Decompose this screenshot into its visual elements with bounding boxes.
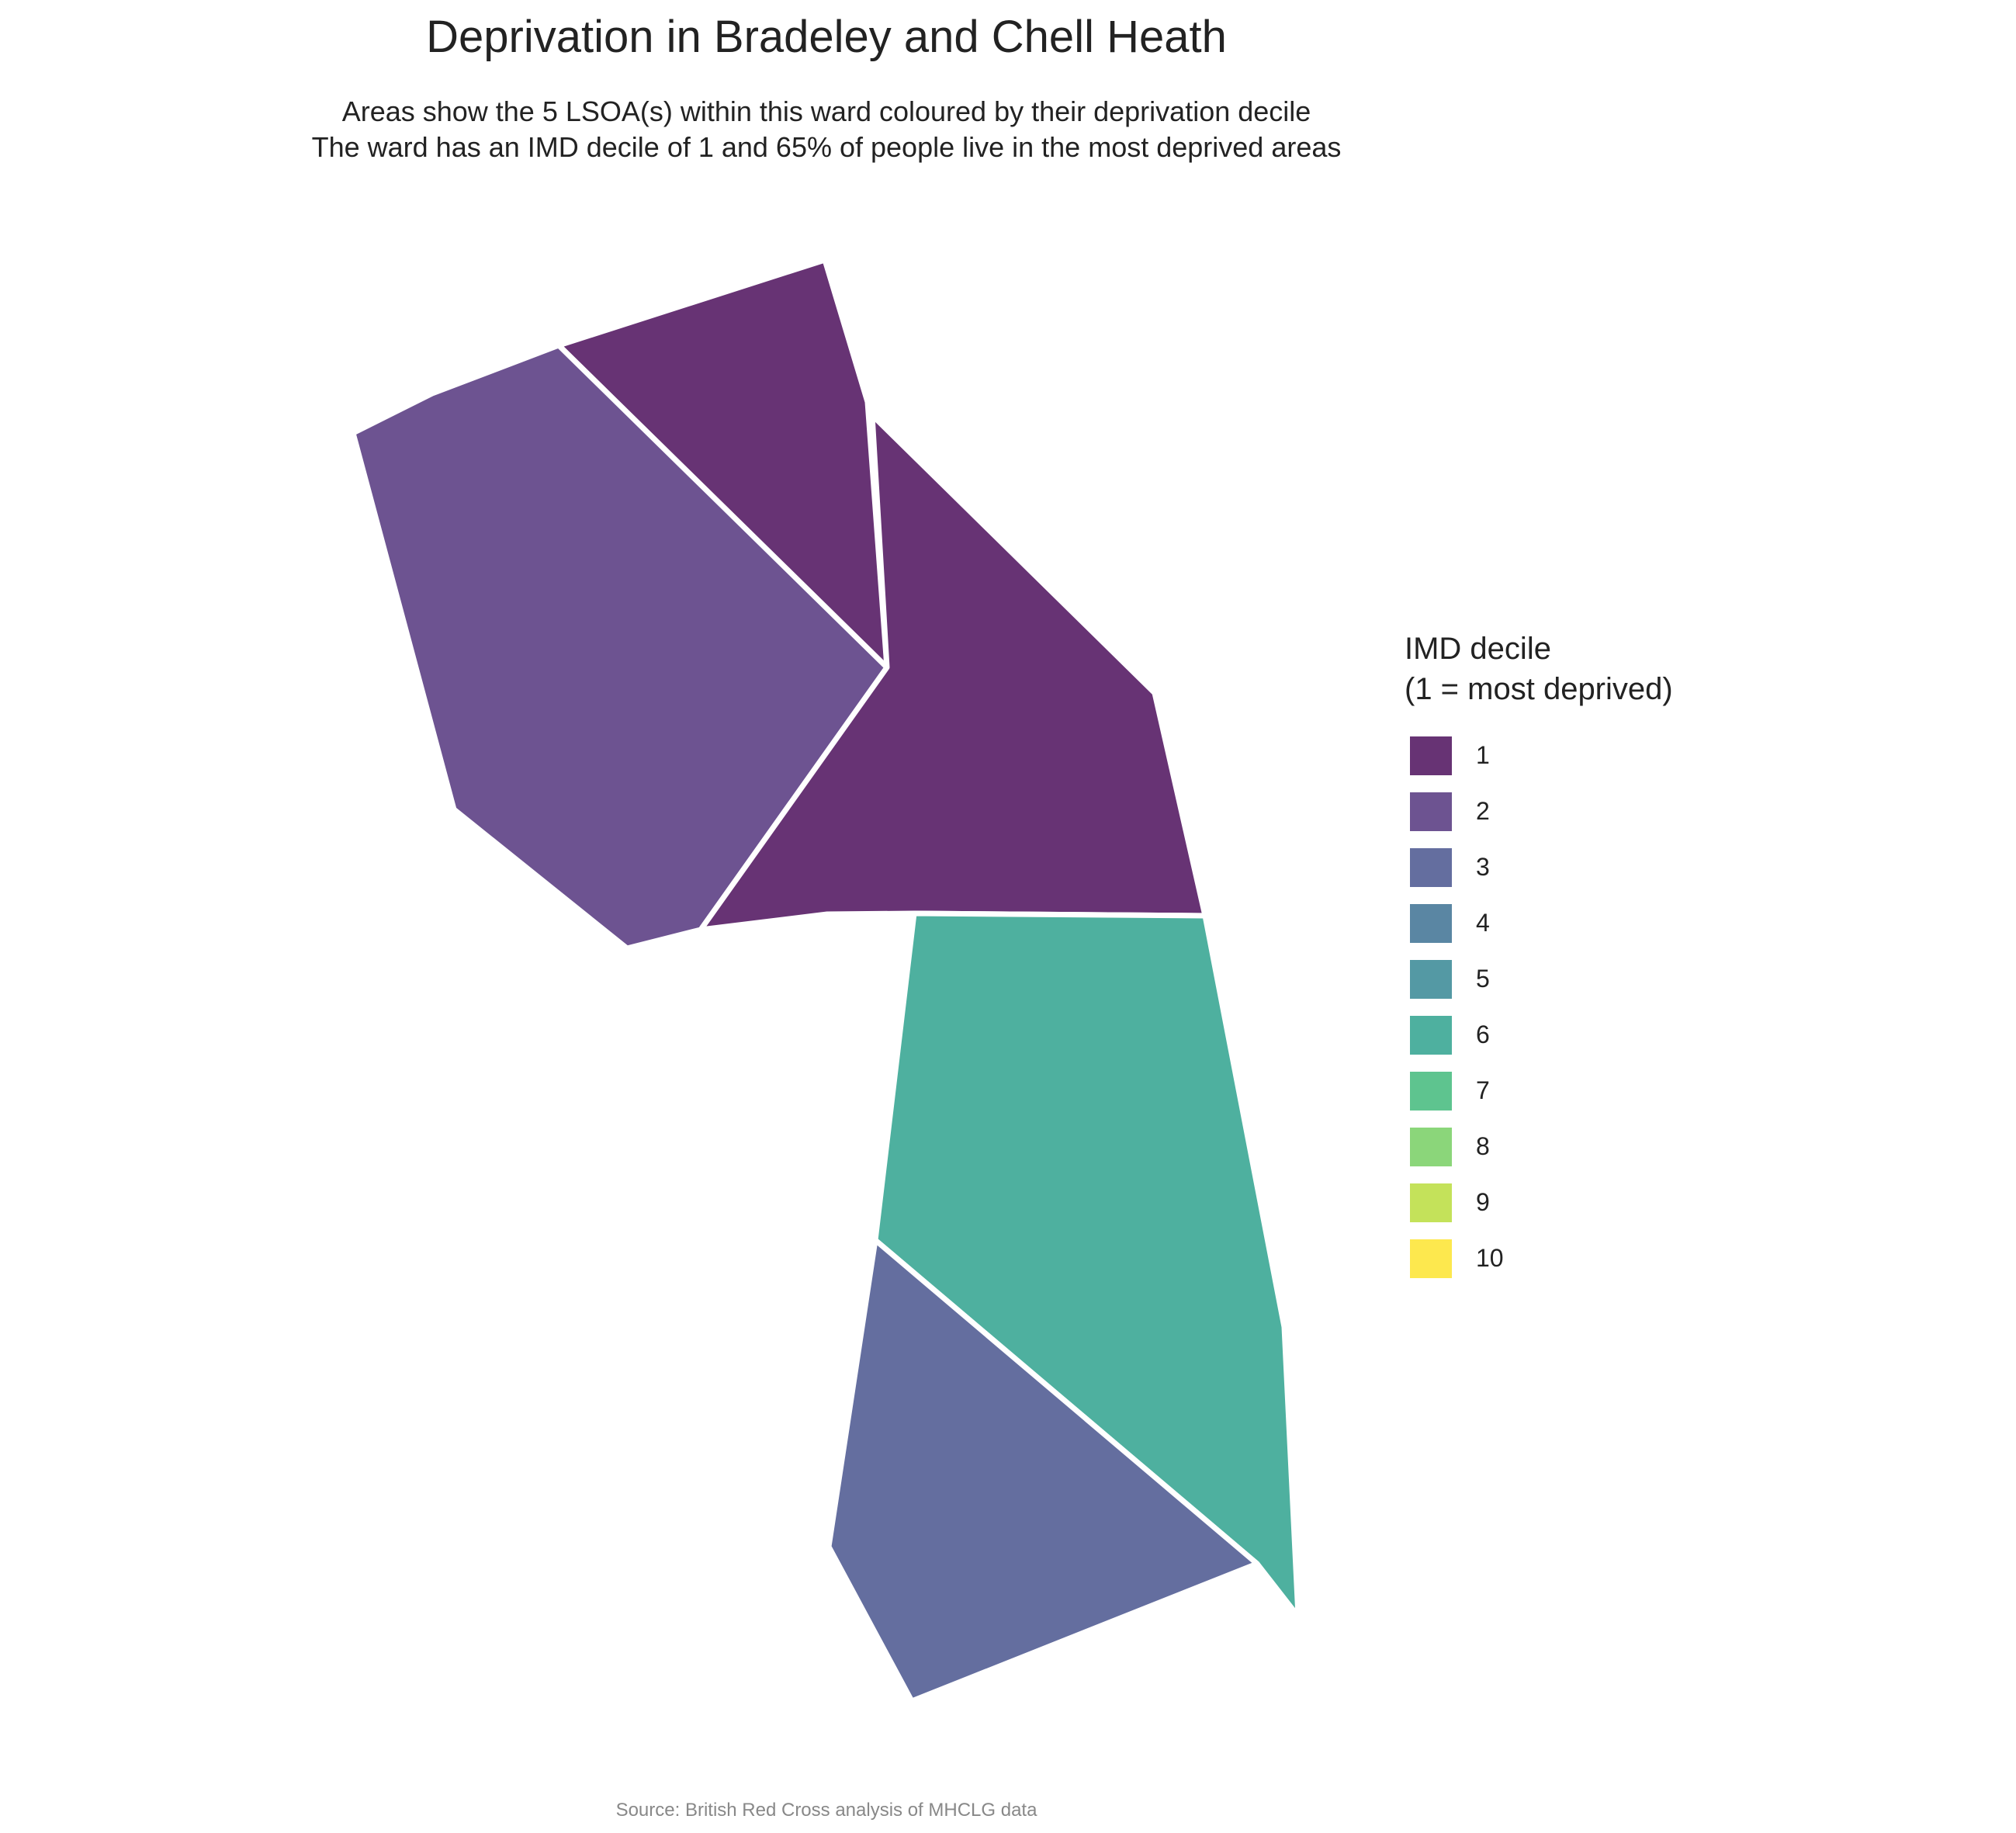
legend-label: 9: [1476, 1188, 1490, 1216]
legend-title-line-1: IMD decile: [1405, 632, 1551, 666]
chart-subtitle-line-2: The ward has an IMD decile of 1 and 65% …: [311, 131, 1342, 163]
chart-title: Deprivation in Bradeley and Chell Heath: [426, 12, 1227, 62]
legend-swatch: [1410, 1239, 1452, 1278]
legend-label: 5: [1476, 965, 1490, 993]
legend-label: 6: [1476, 1020, 1490, 1048]
legend-label: 2: [1476, 797, 1490, 825]
legend-item: 4: [1410, 903, 1643, 946]
lsoa-central[interactable]: [698, 412, 1208, 933]
legend-swatch: [1410, 904, 1452, 943]
source-caption: Source: British Red Cross analysis of MH…: [615, 1800, 1037, 1821]
legend-swatch: [1410, 1128, 1452, 1166]
legend-item: 10: [1410, 1238, 1643, 1281]
lsoa-south[interactable]: [826, 1237, 1260, 1704]
legend-label: 8: [1476, 1132, 1490, 1160]
legend-label: 7: [1476, 1076, 1490, 1104]
legend-item: 1: [1410, 735, 1643, 778]
legend-swatch: [1410, 1183, 1452, 1222]
chart-subtitle-line-1: Areas show the 5 LSOA(s) within this war…: [341, 95, 1311, 127]
legend-item: 6: [1410, 1014, 1643, 1058]
legend-swatch: [1410, 736, 1452, 775]
legend-swatch: [1410, 960, 1452, 999]
legend-label: 4: [1476, 909, 1490, 937]
legend-item: 5: [1410, 958, 1643, 1002]
legend-swatch: [1410, 792, 1452, 831]
legend-title-line-2: (1 = most deprived): [1405, 672, 1673, 706]
legend-item: 7: [1410, 1070, 1643, 1114]
legend-item: 9: [1410, 1182, 1643, 1225]
legend-label: 3: [1476, 853, 1490, 881]
legend-swatch: [1410, 1016, 1452, 1055]
legend-item: 2: [1410, 791, 1643, 834]
legend-item: 3: [1410, 847, 1643, 890]
legend-label: 10: [1476, 1244, 1504, 1272]
legend-label: 1: [1476, 741, 1490, 769]
legend-swatch: [1410, 848, 1452, 887]
legend-swatch: [1410, 1072, 1452, 1111]
legend-item: 8: [1410, 1126, 1643, 1169]
